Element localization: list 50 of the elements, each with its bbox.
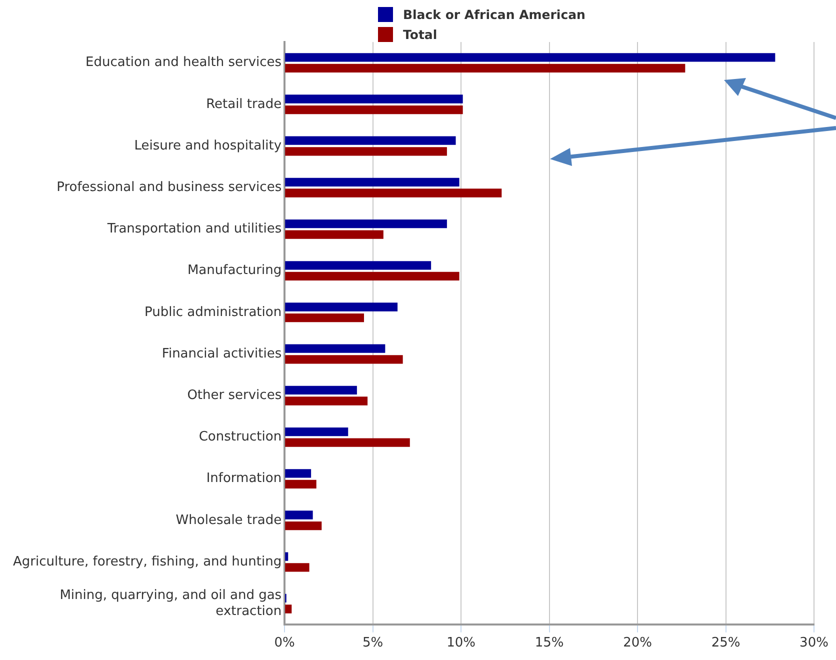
bar — [285, 480, 316, 489]
bar — [285, 136, 456, 145]
y-tick-label: Retail trade — [206, 96, 282, 112]
bar — [285, 64, 686, 73]
bar — [285, 230, 384, 239]
bar — [285, 188, 502, 198]
y-tick-label: Public administration — [144, 304, 282, 320]
y-tick-label: Agriculture, forestry, fishing, and hunting — [12, 554, 282, 570]
bar — [285, 469, 312, 478]
bar — [285, 147, 447, 156]
bar — [285, 344, 386, 353]
x-tick-label: 10% — [446, 636, 476, 651]
bar — [285, 563, 310, 572]
bar — [285, 438, 410, 447]
bar — [285, 178, 460, 187]
bar — [285, 302, 398, 312]
bar — [285, 604, 292, 614]
bar — [285, 552, 288, 561]
y-tick-label: Professional and business services — [56, 180, 282, 195]
y-tick-label: Financial activities — [162, 346, 282, 362]
y-tick-label: Other services — [187, 388, 282, 403]
x-tick-label: 20% — [623, 636, 652, 651]
y-tick-label: Manufacturing — [187, 263, 282, 278]
legend-label: Total — [403, 26, 438, 42]
bar — [285, 105, 463, 114]
bar — [285, 510, 313, 520]
x-tick-label: 5% — [362, 636, 384, 651]
x-tick-label: 25% — [711, 636, 740, 651]
bar — [285, 521, 322, 530]
bar — [285, 272, 460, 281]
y-tick-label: Construction — [198, 430, 282, 445]
bar — [285, 53, 776, 62]
bar — [285, 94, 463, 104]
y-tick-label: Education and health services — [86, 55, 282, 70]
x-tick-label: 15% — [534, 636, 564, 651]
bar — [285, 219, 447, 228]
x-tick-label: 30% — [800, 636, 828, 651]
legend-label: Black or African American — [403, 6, 586, 22]
bar — [285, 261, 432, 270]
y-tick-label: Mining, quarrying, and oil and gas extraction — [60, 588, 282, 619]
bar — [285, 313, 364, 322]
y-tick-label: Transportation and utilities — [106, 222, 282, 237]
bar — [285, 386, 357, 395]
bar — [285, 355, 403, 364]
y-tick-label: Wholesale trade — [176, 512, 282, 528]
bar — [285, 427, 348, 436]
bar — [285, 396, 368, 406]
x-tick-label: 0% — [274, 636, 295, 651]
y-tick-label: Leisure and hospitality — [134, 138, 282, 154]
y-tick-label: Information — [206, 471, 282, 486]
